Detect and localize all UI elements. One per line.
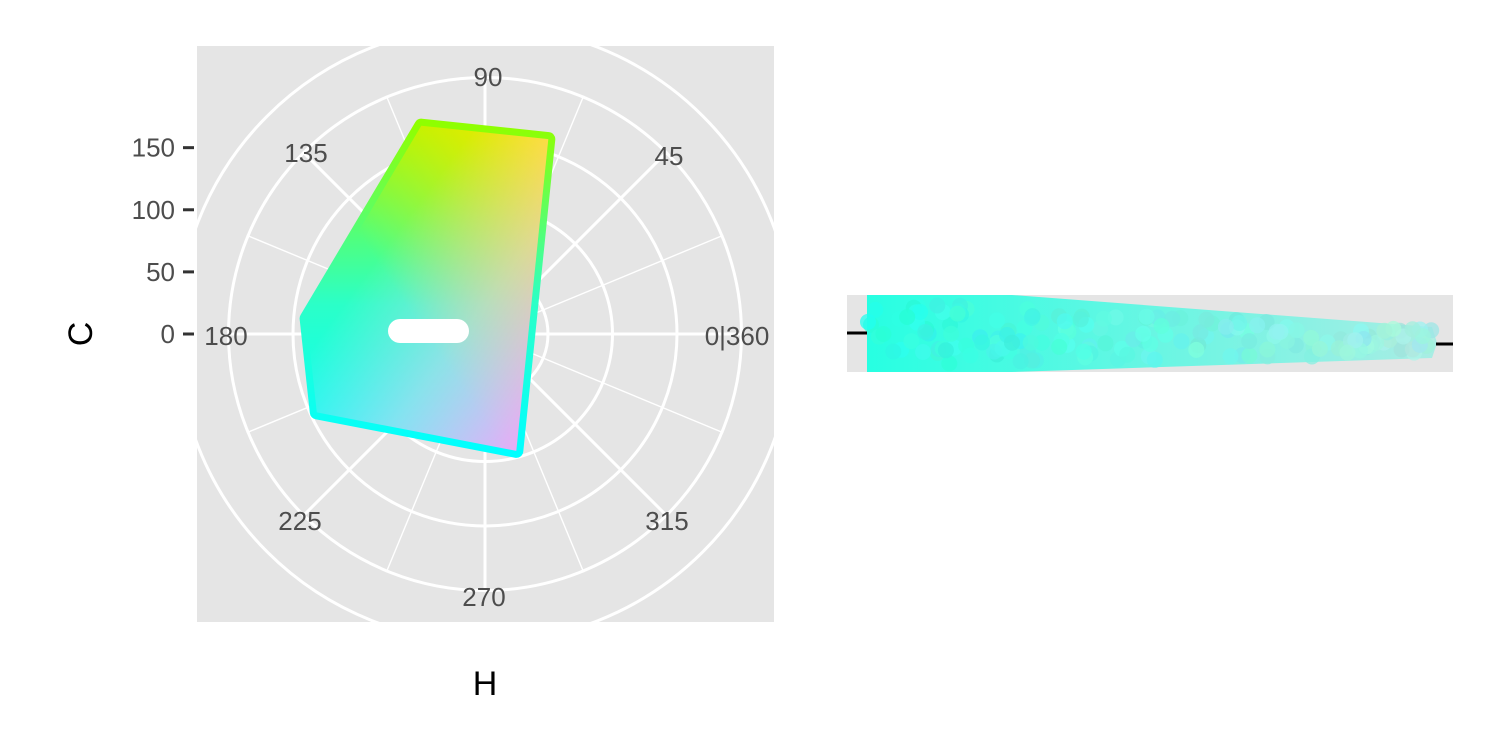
strip-point [1311,340,1328,357]
hue-tick-label: 45 [655,141,684,171]
strip-point [1022,334,1039,351]
hue-tick-label: 225 [278,506,321,536]
strip-point [885,343,902,360]
strip-point [1135,325,1152,342]
strip-point [1056,313,1073,330]
strip-point [915,344,931,360]
strip-point [1138,308,1155,325]
polar-panel: 0|360 45 90 135 180 225 270 315 [197,46,774,622]
strip-point [1107,309,1124,326]
strip-point [1119,346,1136,363]
chroma-axis: 0 50 100 150 [132,133,194,349]
strip-point [1376,322,1393,339]
chroma-tick-label: 50 [146,257,175,287]
strip-point [1222,348,1239,365]
strip-point [1072,311,1089,328]
strip-points [860,297,1440,372]
strip-point [1339,344,1356,361]
chroma-gridline [227,76,743,592]
strip-point [1241,333,1258,350]
strip-point [1217,318,1234,335]
strip-point [1188,341,1205,358]
palette-region-pink-tint [306,125,549,451]
strip-point [899,309,916,325]
strip-point [1024,352,1040,369]
hue-tick-label: 180 [204,321,247,351]
strip-point [1231,315,1248,331]
strip-point [1288,322,1305,339]
strip-point [974,334,991,351]
strip-point [912,304,929,320]
hue-tick-label: 135 [284,138,327,168]
strip-point [1095,310,1112,327]
hue-tick-label: 90 [474,62,503,92]
chroma-tick-label: 100 [132,195,175,225]
strip-point [867,301,884,318]
strip-point [1303,329,1320,346]
chroma-tick-label: 0 [161,319,175,349]
strip-point [937,342,954,359]
strip-panel [847,295,1453,372]
strip-point [1393,341,1410,358]
strip-point [1012,353,1029,370]
strip-point [917,324,934,340]
strip-point [1241,347,1258,364]
strip-point [1347,332,1364,349]
strip-point [1259,341,1276,358]
strip-point [1051,338,1068,355]
strip-point [903,333,920,350]
strip-point [1173,333,1190,350]
chroma-tick-label: 150 [132,133,175,163]
palette-region [299,118,556,458]
strip-point [1097,335,1114,352]
strip-point [875,326,892,342]
strip-point [929,297,946,314]
strip-point [1268,323,1285,340]
strip-point [1034,334,1050,351]
x-axis-title: H [473,665,498,703]
strip-point [860,313,876,330]
hue-tick-labels: 0|360 45 90 135 180 225 270 315 [204,62,769,612]
strip-point [1146,351,1163,368]
strip-point [1004,334,1020,351]
hue-tick-label: 0|360 [705,321,770,351]
strip-point [1023,309,1040,326]
strip-point [1075,343,1092,360]
strip-point [943,325,960,342]
strip-point [962,347,979,364]
strip-point [1192,324,1209,341]
strip-point [1198,311,1215,328]
strip-point [941,355,958,372]
hue-tick-label: 315 [645,506,688,536]
strip-point [988,312,1005,329]
strip-point [949,305,966,322]
strip-point [1249,317,1266,334]
strip-point [1404,321,1421,338]
hue-tick-label: 270 [462,582,505,612]
y-axis-title: C [62,322,100,347]
strip-point [1153,318,1170,334]
